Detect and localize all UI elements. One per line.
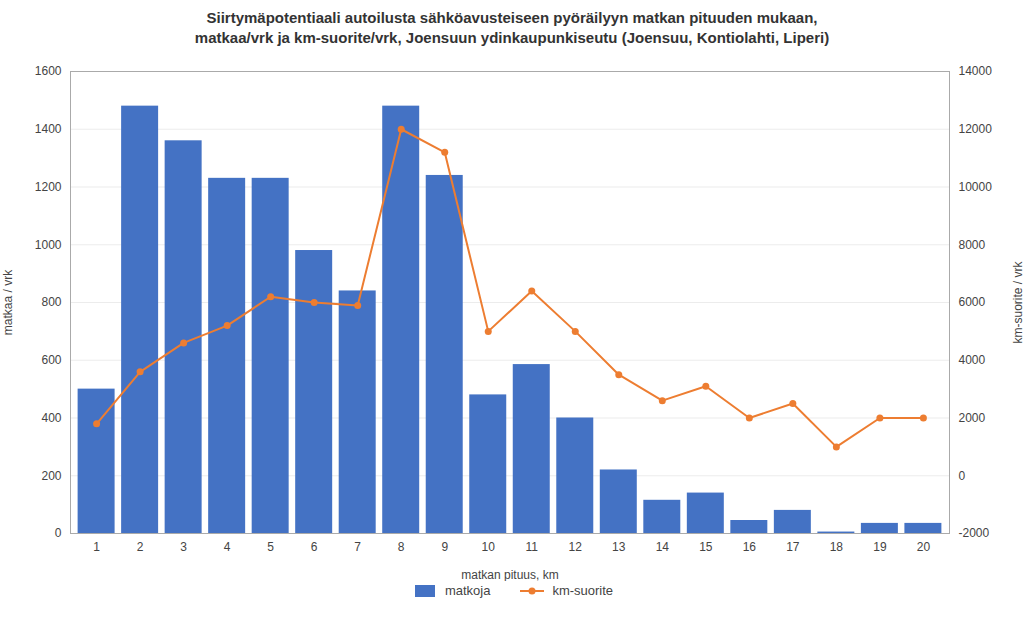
html-text:km-suorite: km-suorite: [552, 583, 614, 598]
svg-text:8: 8: [398, 540, 405, 554]
svg-text:0: 0: [55, 526, 62, 540]
svg-text:16: 16: [743, 540, 757, 554]
svg-text:7: 7: [354, 540, 361, 554]
svg-text:3: 3: [180, 540, 187, 554]
svg-text:9: 9: [441, 540, 448, 554]
svg-text:10000: 10000: [959, 180, 993, 194]
svg-text:800: 800: [41, 295, 61, 309]
svg-text:18: 18: [830, 540, 844, 554]
svg-text:1000: 1000: [35, 238, 62, 252]
svg-text:14000: 14000: [959, 64, 993, 78]
svg-text:6000: 6000: [959, 295, 986, 309]
svg-text:10: 10: [482, 540, 496, 554]
html-text:Siirtymäpotentiaali autoilusta: Siirtymäpotentiaali autoilusta sähköavus…: [194, 9, 830, 46]
svg-text:5: 5: [267, 540, 274, 554]
svg-text:12000: 12000: [959, 122, 993, 136]
svg-text:15: 15: [699, 540, 713, 554]
svg-text:1600: 1600: [35, 64, 62, 78]
svg-text:2000: 2000: [959, 411, 986, 425]
svg-text:2: 2: [137, 540, 144, 554]
svg-text:11: 11: [526, 540, 539, 554]
svg-text:200: 200: [41, 469, 61, 483]
svg-text:20: 20: [917, 540, 931, 554]
svg-text:6: 6: [311, 540, 318, 554]
svg-text:4000: 4000: [959, 353, 986, 367]
svg-text:km-suorite / vrk: km-suorite / vrk: [1011, 261, 1024, 344]
svg-text:1200: 1200: [35, 180, 62, 194]
svg-text:1: 1: [93, 540, 100, 554]
svg-text:13: 13: [612, 540, 626, 554]
svg-text:4: 4: [224, 540, 231, 554]
svg-text:17: 17: [786, 540, 800, 554]
svg-text:matkan pituus, km: matkan pituus, km: [461, 568, 558, 582]
svg-text:400: 400: [41, 411, 61, 425]
svg-text:14: 14: [656, 540, 670, 554]
html-text:matkoja: matkoja: [444, 583, 491, 598]
svg-text:8000: 8000: [959, 238, 986, 252]
svg-text:600: 600: [41, 353, 61, 367]
svg-text:0: 0: [959, 469, 966, 483]
svg-text:1400: 1400: [35, 122, 62, 136]
svg-text:19: 19: [873, 540, 887, 554]
svg-text:-2000: -2000: [959, 526, 990, 540]
svg-text:matkaa / vrk: matkaa / vrk: [1, 269, 15, 335]
svg-text:12: 12: [569, 540, 583, 554]
